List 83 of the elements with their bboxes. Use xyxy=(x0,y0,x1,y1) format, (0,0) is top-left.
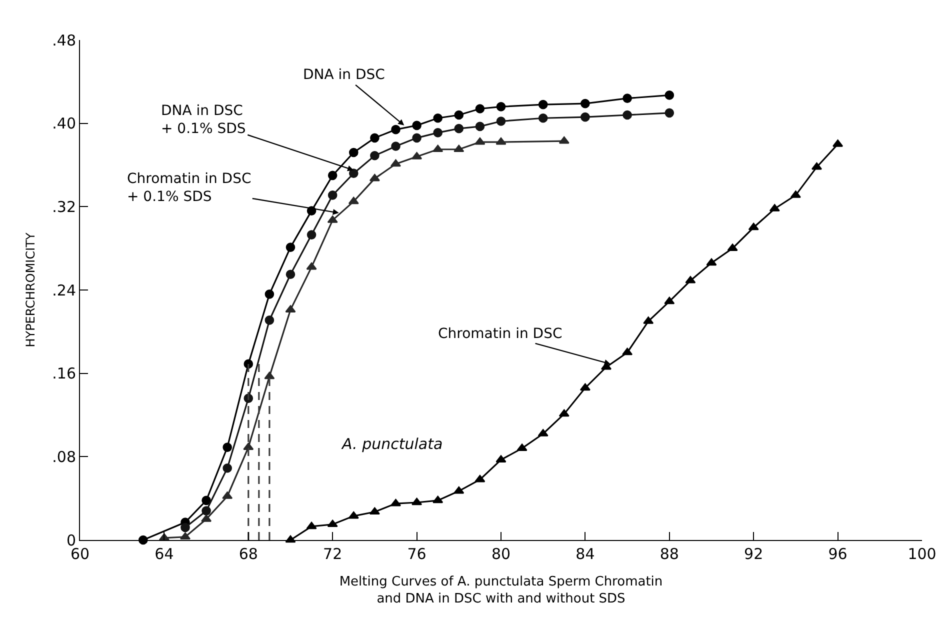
point xyxy=(580,98,590,108)
point xyxy=(454,110,464,120)
point xyxy=(202,496,211,506)
point xyxy=(391,142,400,151)
point xyxy=(222,442,232,452)
annotation: Chromatin in DSC xyxy=(438,326,562,342)
point xyxy=(349,168,358,178)
point xyxy=(580,112,590,122)
point xyxy=(622,110,632,120)
point xyxy=(264,372,275,380)
y-tick-label: .24 xyxy=(52,281,76,300)
y-tick-label: .16 xyxy=(52,364,76,383)
point xyxy=(433,128,442,138)
point xyxy=(685,276,696,284)
y-tick-label: .48 xyxy=(52,31,76,50)
point xyxy=(748,222,759,230)
point xyxy=(348,196,359,204)
x-tick-label: 84 xyxy=(576,545,595,563)
x-tick-label: 88 xyxy=(660,545,679,563)
point xyxy=(306,262,317,270)
point xyxy=(370,133,380,143)
point xyxy=(454,124,464,134)
point xyxy=(664,90,674,100)
annotation: A. punctulata xyxy=(341,435,443,453)
point xyxy=(328,190,338,200)
point xyxy=(475,104,485,114)
point xyxy=(369,507,380,515)
point xyxy=(306,230,316,240)
x-tick-label: 72 xyxy=(323,545,342,563)
annotation: DNA in DSC + 0.1% SDS xyxy=(161,103,246,138)
x-tick-label: 92 xyxy=(744,545,764,563)
point xyxy=(538,113,548,123)
x-tick-label: 96 xyxy=(828,545,848,563)
point xyxy=(412,498,422,506)
point xyxy=(706,258,717,266)
point xyxy=(622,94,632,103)
annotation: Chromatin in DSC + 0.1% SDS xyxy=(127,171,252,206)
point xyxy=(369,174,380,182)
point xyxy=(432,144,444,152)
point xyxy=(558,136,570,144)
point xyxy=(286,270,296,280)
point xyxy=(433,113,442,123)
point xyxy=(264,290,274,299)
point xyxy=(454,144,464,152)
point xyxy=(474,474,486,482)
point xyxy=(328,170,338,180)
point xyxy=(306,522,317,530)
y-tick-label: .32 xyxy=(52,198,76,216)
point xyxy=(432,496,444,504)
point xyxy=(327,520,338,528)
point xyxy=(496,116,506,126)
y-tick-label: .40 xyxy=(52,114,76,133)
x-tick-label: 68 xyxy=(238,545,258,563)
x-tick-label: 80 xyxy=(491,545,511,563)
point xyxy=(474,137,486,145)
point xyxy=(264,316,274,325)
x-tick-label: 76 xyxy=(407,545,426,563)
point xyxy=(622,348,633,356)
point xyxy=(286,242,296,252)
point xyxy=(370,150,380,160)
point xyxy=(348,511,359,519)
point xyxy=(580,383,590,391)
point xyxy=(558,409,570,417)
point xyxy=(391,124,400,134)
point xyxy=(475,122,485,132)
annotation: DNA in DSC xyxy=(303,67,386,83)
point xyxy=(412,120,422,130)
y-tick-label: .08 xyxy=(52,448,76,466)
point xyxy=(664,296,675,304)
x-axis-title: Melting Curves of A. punctulata Sperm Chromatin and DNA in DSC with and without SDS xyxy=(339,574,663,606)
point xyxy=(180,522,190,532)
point xyxy=(202,506,211,516)
y-axis-title: HYPERCHROMICITY xyxy=(23,232,38,348)
point xyxy=(412,133,422,143)
point xyxy=(349,148,358,158)
point xyxy=(496,137,506,145)
point xyxy=(454,486,464,494)
x-tick-label: 100 xyxy=(908,545,936,563)
point xyxy=(222,463,232,473)
point xyxy=(538,100,548,110)
x-tick-label: 64 xyxy=(154,545,174,563)
point xyxy=(664,108,674,118)
point xyxy=(496,102,506,112)
